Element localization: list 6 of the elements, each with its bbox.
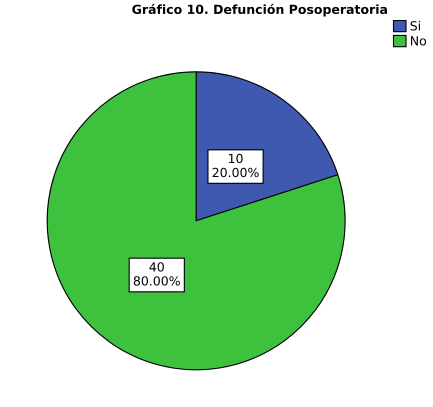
data-label: 40 80.00%: [134, 262, 180, 286]
pie-slice: [46, 71, 346, 370]
legend-label: Si: [410, 20, 420, 31]
data-label: 10 20.00%: [212, 154, 259, 178]
chart-title: Gráfico 10. Defunción Posoperatoria: [132, 4, 387, 16]
legend-label: No: [410, 36, 426, 46]
